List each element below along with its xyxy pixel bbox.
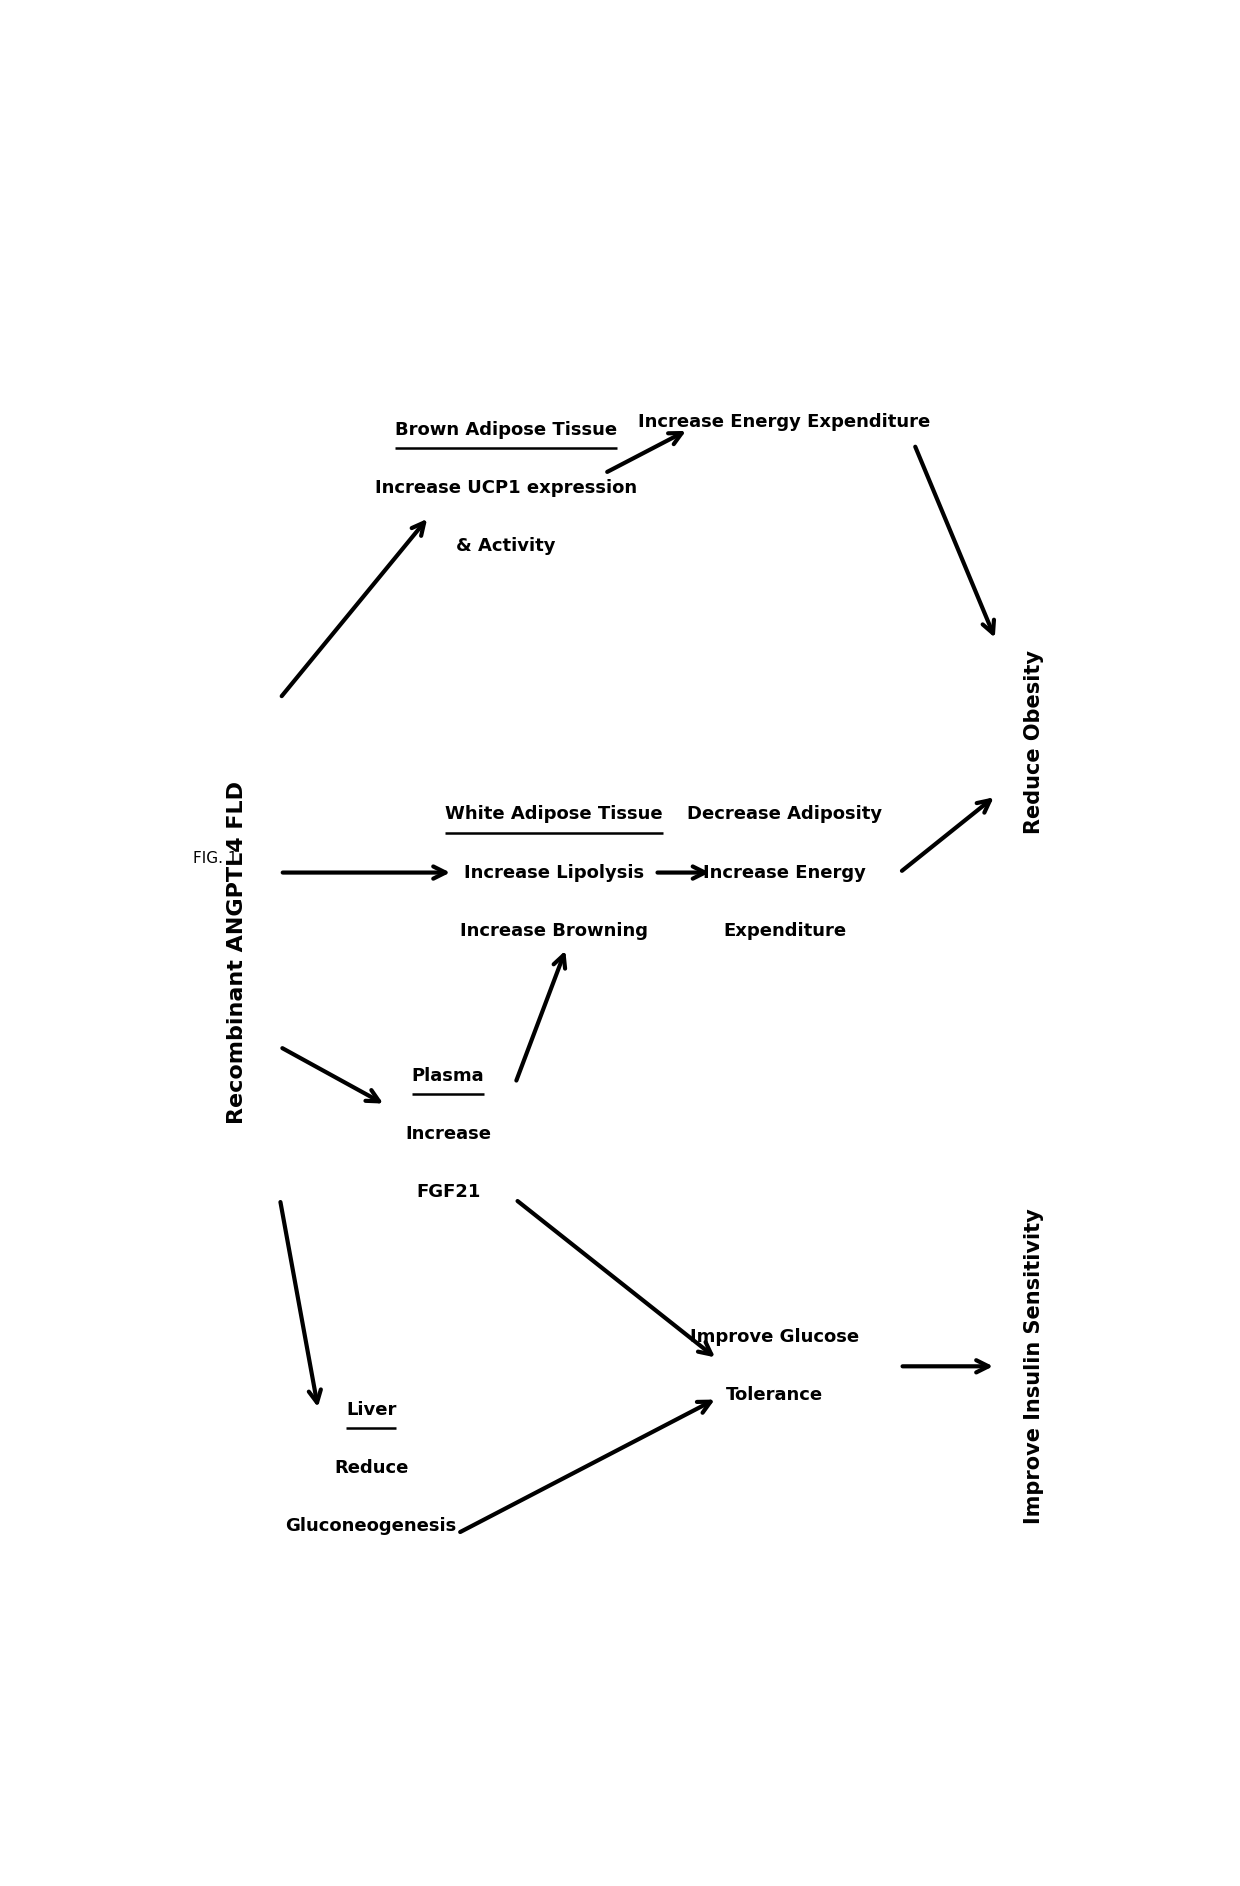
- Text: Improve Glucose: Improve Glucose: [691, 1328, 859, 1347]
- Text: Improve Insulin Sensitivity: Improve Insulin Sensitivity: [1024, 1209, 1044, 1524]
- Text: FIG. 1: FIG. 1: [193, 851, 238, 866]
- Text: Reduce: Reduce: [334, 1460, 408, 1477]
- Text: Plasma: Plasma: [412, 1067, 485, 1084]
- Text: White Adipose Tissue: White Adipose Tissue: [445, 805, 662, 824]
- Text: Increase Browning: Increase Browning: [460, 922, 647, 939]
- Text: Increase UCP1 expression: Increase UCP1 expression: [374, 479, 637, 496]
- Text: Tolerance: Tolerance: [727, 1386, 823, 1405]
- Text: Liver: Liver: [346, 1401, 397, 1418]
- Text: Recombinant ANGPTL4 FLD: Recombinant ANGPTL4 FLD: [227, 781, 247, 1124]
- Text: Gluconeogenesis: Gluconeogenesis: [285, 1516, 456, 1535]
- Text: Expenditure: Expenditure: [723, 922, 846, 939]
- Text: Increase Energy: Increase Energy: [703, 864, 866, 881]
- Text: Brown Adipose Tissue: Brown Adipose Tissue: [394, 421, 616, 439]
- Text: Reduce Obesity: Reduce Obesity: [1024, 651, 1044, 834]
- Text: Decrease Adiposity: Decrease Adiposity: [687, 805, 882, 824]
- Text: Increase Energy Expenditure: Increase Energy Expenditure: [639, 413, 930, 432]
- Text: Increase: Increase: [405, 1124, 491, 1143]
- Text: Increase Lipolysis: Increase Lipolysis: [464, 864, 644, 881]
- Text: & Activity: & Activity: [456, 538, 556, 554]
- Text: FGF21: FGF21: [415, 1183, 480, 1201]
